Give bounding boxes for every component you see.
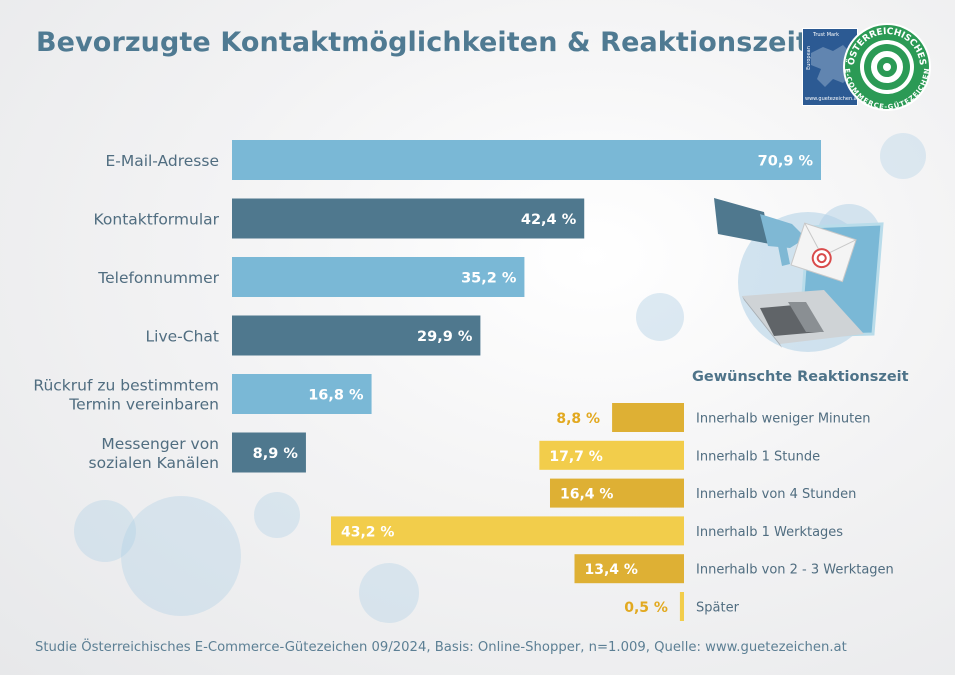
response-value-label: 17,7 % [549,449,602,465]
response-category-label: Später [696,601,740,616]
source-footer: Studie Österreichisches E-Commerce-Gütez… [35,640,847,655]
response-category-label: Innerhalb von 2 - 3 Werktagen [696,563,894,578]
response-category-label: Innerhalb weniger Minuten [696,412,870,427]
contact-value-label: 70,9 % [758,154,814,170]
response-category-label: Innerhalb 1 Stunde [696,449,820,464]
contact-category-label: E-Mail-Adresse [105,152,219,170]
contact-bar [232,315,481,356]
response-bar [549,478,684,508]
contact-category-label: Live-Chat [146,328,219,346]
contact-bar [232,198,585,239]
response-bar [612,403,684,432]
response-time-title: Gewünschte Reaktionszeit [692,369,909,385]
contact-category-label: sozialen Kanälen [89,454,219,472]
contact-category-label: Termin vereinbaren [68,396,219,414]
page-title: Bevorzugte Kontaktmöglichkeiten & Reakti… [36,27,809,58]
contact-category-label: Rückruf zu bestimmtem [33,377,219,395]
response-category-label: Innerhalb 1 Werktages [696,525,843,540]
contact-category-label: Messenger von [101,435,219,453]
response-value-label: 43,2 % [341,524,394,540]
guetezeichen-seal-icon: ÖSTERREICHISCHES E-COMMERCE-GÜTEZEICHEN [843,23,931,111]
response-value-label: 16,4 % [560,487,613,503]
contact-value-label: 29,9 % [417,329,473,345]
contact-category-label: Kontaktformular [94,211,220,229]
decorative-bubble [121,496,241,616]
response-bar [539,440,684,470]
decorative-bubble [880,133,926,179]
quality-seal-badge: Trust Mark European www.guetezeichen.at … [802,22,938,112]
response-category-label: Innerhalb von 4 Stunden [696,487,856,502]
decorative-bubble [254,492,300,538]
response-value-label: 13,4 % [585,562,638,578]
response-bar [574,554,684,584]
decorative-bubble [359,563,419,623]
contact-bar [232,257,525,297]
contact-value-label: 35,2 % [461,271,517,287]
europe-map-icon [811,45,853,87]
contact-bar [232,374,372,414]
contact-value-label: 8,9 % [253,446,299,462]
trustmark-url: www.guetezeichen.at [805,96,859,102]
contact-value-label: 16,8 % [308,388,364,404]
contact-category-label: Telefonnummer [97,269,219,287]
contact-bar [232,432,306,473]
trustmark-label: Trust Mark [813,32,840,38]
response-value-label: 8,8 % [556,411,600,427]
decorative-bubble [636,293,684,341]
response-value-label: 0,5 % [624,600,668,616]
contact-bar [232,140,821,180]
response-bar [679,592,684,621]
response-bar [331,516,684,546]
contact-value-label: 42,4 % [521,212,577,228]
decorative-bubble [74,500,136,562]
